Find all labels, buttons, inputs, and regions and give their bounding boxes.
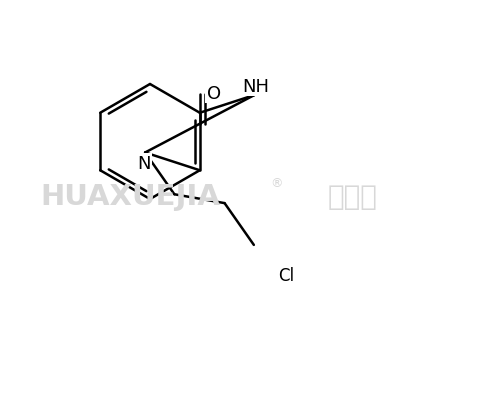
Text: O: O — [206, 85, 221, 103]
Text: N: N — [138, 155, 151, 173]
Text: ®: ® — [270, 177, 282, 190]
Text: 化学加: 化学加 — [328, 183, 378, 211]
Text: HUAXUEJIA: HUAXUEJIA — [40, 183, 220, 211]
Text: Cl: Cl — [278, 267, 294, 285]
Text: NH: NH — [242, 78, 269, 96]
